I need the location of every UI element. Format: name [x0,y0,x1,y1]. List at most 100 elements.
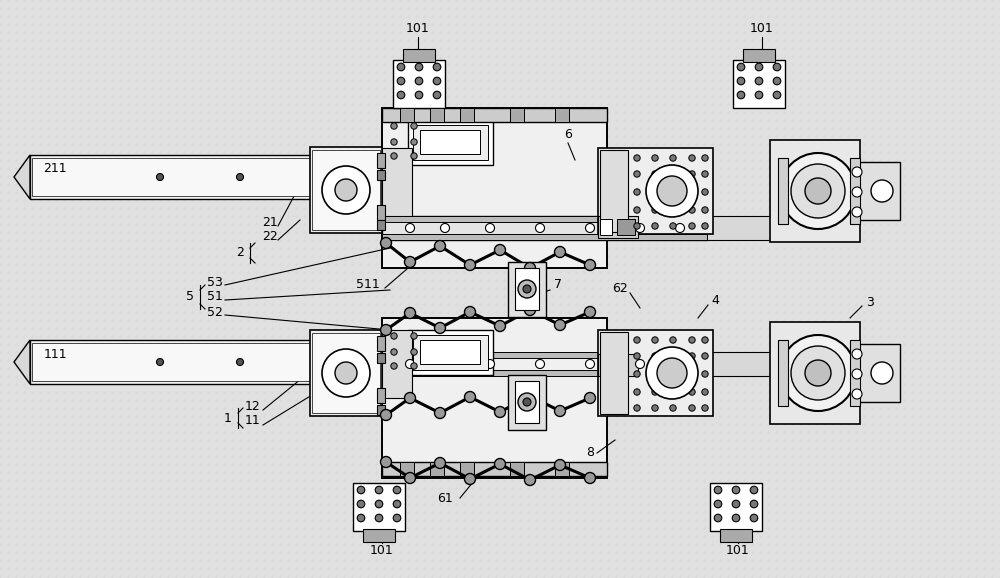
Bar [382,216,707,222]
Circle shape [357,514,365,522]
Circle shape [393,486,401,494]
Circle shape [646,165,698,217]
Text: 12: 12 [245,399,261,413]
Circle shape [434,407,446,418]
Text: 62: 62 [612,281,628,295]
Circle shape [524,475,536,486]
Circle shape [702,353,708,359]
Circle shape [702,405,708,411]
Circle shape [584,472,596,484]
Circle shape [335,179,357,201]
Circle shape [586,224,594,232]
Circle shape [156,173,164,180]
Text: 5: 5 [186,291,194,303]
Bar [377,388,385,403]
Circle shape [657,358,687,388]
Circle shape [689,155,695,161]
Bar [598,148,713,234]
Circle shape [554,246,566,258]
Bar [850,158,860,224]
Circle shape [434,323,446,334]
Circle shape [702,171,708,177]
Text: 61: 61 [437,491,453,505]
Circle shape [702,189,708,195]
Text: 22: 22 [262,231,278,243]
Circle shape [494,320,506,332]
Bar [555,462,569,476]
Circle shape [584,260,596,271]
Circle shape [714,486,722,494]
Circle shape [404,257,416,268]
Bar [510,108,524,122]
Text: 3: 3 [474,128,482,142]
Circle shape [536,360,544,369]
Circle shape [411,363,417,369]
Circle shape [393,500,401,508]
Circle shape [702,389,708,395]
Circle shape [670,371,676,377]
Text: 2: 2 [236,246,244,260]
Text: 101: 101 [750,21,774,35]
Bar [778,158,788,224]
Bar [430,108,444,122]
Circle shape [702,223,708,229]
Text: 101: 101 [406,21,430,35]
Bar [460,462,474,476]
Circle shape [584,392,596,403]
Text: 52: 52 [207,306,223,318]
Bar [705,352,775,376]
Bar [710,483,762,531]
Circle shape [652,337,658,343]
Circle shape [755,91,763,99]
Bar [382,148,412,216]
Circle shape [689,405,695,411]
Circle shape [391,333,397,339]
Circle shape [375,514,383,522]
Bar [353,483,405,531]
Bar [377,205,385,220]
Bar [850,340,860,406]
Circle shape [524,391,536,402]
Circle shape [518,280,536,298]
Bar [515,268,539,310]
Bar [30,340,320,384]
Bar [382,462,607,476]
Bar [413,125,488,160]
Circle shape [670,207,676,213]
Circle shape [852,167,862,177]
Circle shape [554,320,566,331]
Text: 11: 11 [245,414,261,428]
Circle shape [524,262,536,273]
Polygon shape [14,155,30,199]
Circle shape [670,223,676,229]
Circle shape [411,153,417,159]
Bar [32,158,317,196]
Circle shape [406,224,415,232]
Bar [310,147,382,233]
Circle shape [852,207,862,217]
Circle shape [433,91,441,99]
Circle shape [440,360,450,369]
Circle shape [634,189,640,195]
Circle shape [440,224,450,232]
Bar [430,462,444,476]
Circle shape [433,63,441,71]
Circle shape [494,244,506,255]
Circle shape [554,460,566,470]
Circle shape [415,77,423,85]
Circle shape [415,63,423,71]
Circle shape [773,63,781,71]
Circle shape [375,500,383,508]
Bar [515,381,539,423]
Circle shape [652,405,658,411]
Bar [393,60,445,108]
Circle shape [670,189,676,195]
Circle shape [791,164,845,218]
Circle shape [732,514,740,522]
Circle shape [433,77,441,85]
Text: 101: 101 [370,544,394,558]
Circle shape [411,333,417,339]
Bar [598,216,638,238]
Circle shape [411,123,417,129]
Bar [770,322,860,424]
